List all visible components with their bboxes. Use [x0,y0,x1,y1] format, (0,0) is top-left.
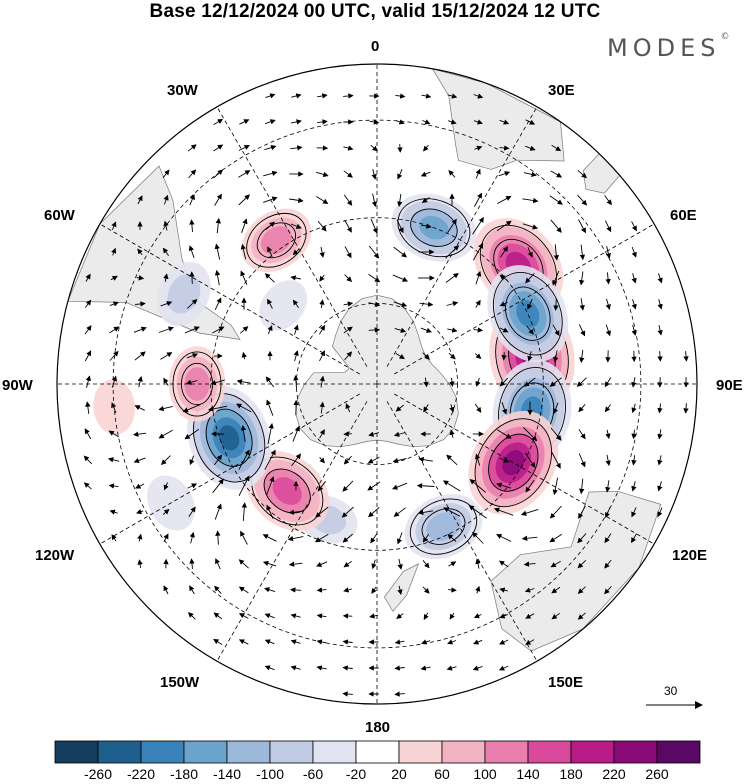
wind-arrow [344,434,352,435]
colorbar-swatch [270,741,313,763]
colorbar-tick: 180 [559,766,582,782]
lon-label-150e: 150E [548,674,583,691]
colorbar-tick: -20 [346,766,366,782]
colorbar-swatch [98,741,141,763]
reference-vector-label: 30 [664,684,677,698]
lon-label-60e: 60E [670,207,697,224]
colorbar-swatch [313,741,356,763]
colorbar-tick: 220 [602,766,625,782]
colorbar-swatch [442,741,485,763]
colorbar-labels: -260 -220 -180 -140 -100 -60 -20 20 60 1… [0,766,750,784]
lon-label-30e: 30E [548,82,575,99]
lon-label-90w: 90W [2,377,33,394]
colorbar-tick: -260 [84,766,112,782]
lon-label-120w: 120W [35,547,74,564]
colorbar-swatch [657,741,700,763]
lon-label-30w: 30W [167,82,198,99]
colorbar-swatch [528,741,571,763]
colorbar-tick: 100 [473,766,496,782]
colorbar-tick: -60 [303,766,323,782]
colorbar-tick: 260 [645,766,668,782]
colorbar-swatch [55,741,98,763]
colorbar-swatch [614,741,657,763]
colorbar-tick: 20 [391,766,407,782]
colorbar-tick: -220 [127,766,155,782]
colorbar-tick: -180 [170,766,198,782]
colorbar-tick: 60 [434,766,450,782]
colorbar-tick: -140 [213,766,241,782]
wind-arrow [400,144,401,152]
lon-label-60w: 60W [44,207,75,224]
colorbar-swatch [227,741,270,763]
colorbar-swatch [141,741,184,763]
wind-arrow [369,330,379,331]
lon-label-90e: 90E [716,377,743,394]
lon-label-120e: 120E [672,547,707,564]
wind-arrow [291,590,301,591]
colorbar-swatch [356,741,399,763]
colorbar [55,741,700,763]
wind-arrow [504,352,505,359]
lon-label-150w: 150W [160,674,199,691]
colorbar-tick: -100 [256,766,284,782]
lon-label-180: 180 [365,719,390,736]
colorbar-swatch [399,741,442,763]
colorbar-swatch [184,741,227,763]
colorbar-swatch [485,741,528,763]
colorbar-swatch [571,741,614,763]
colorbar-tick: 140 [516,766,539,782]
wind-arrow [192,272,193,284]
lon-label-0: 0 [371,38,379,55]
